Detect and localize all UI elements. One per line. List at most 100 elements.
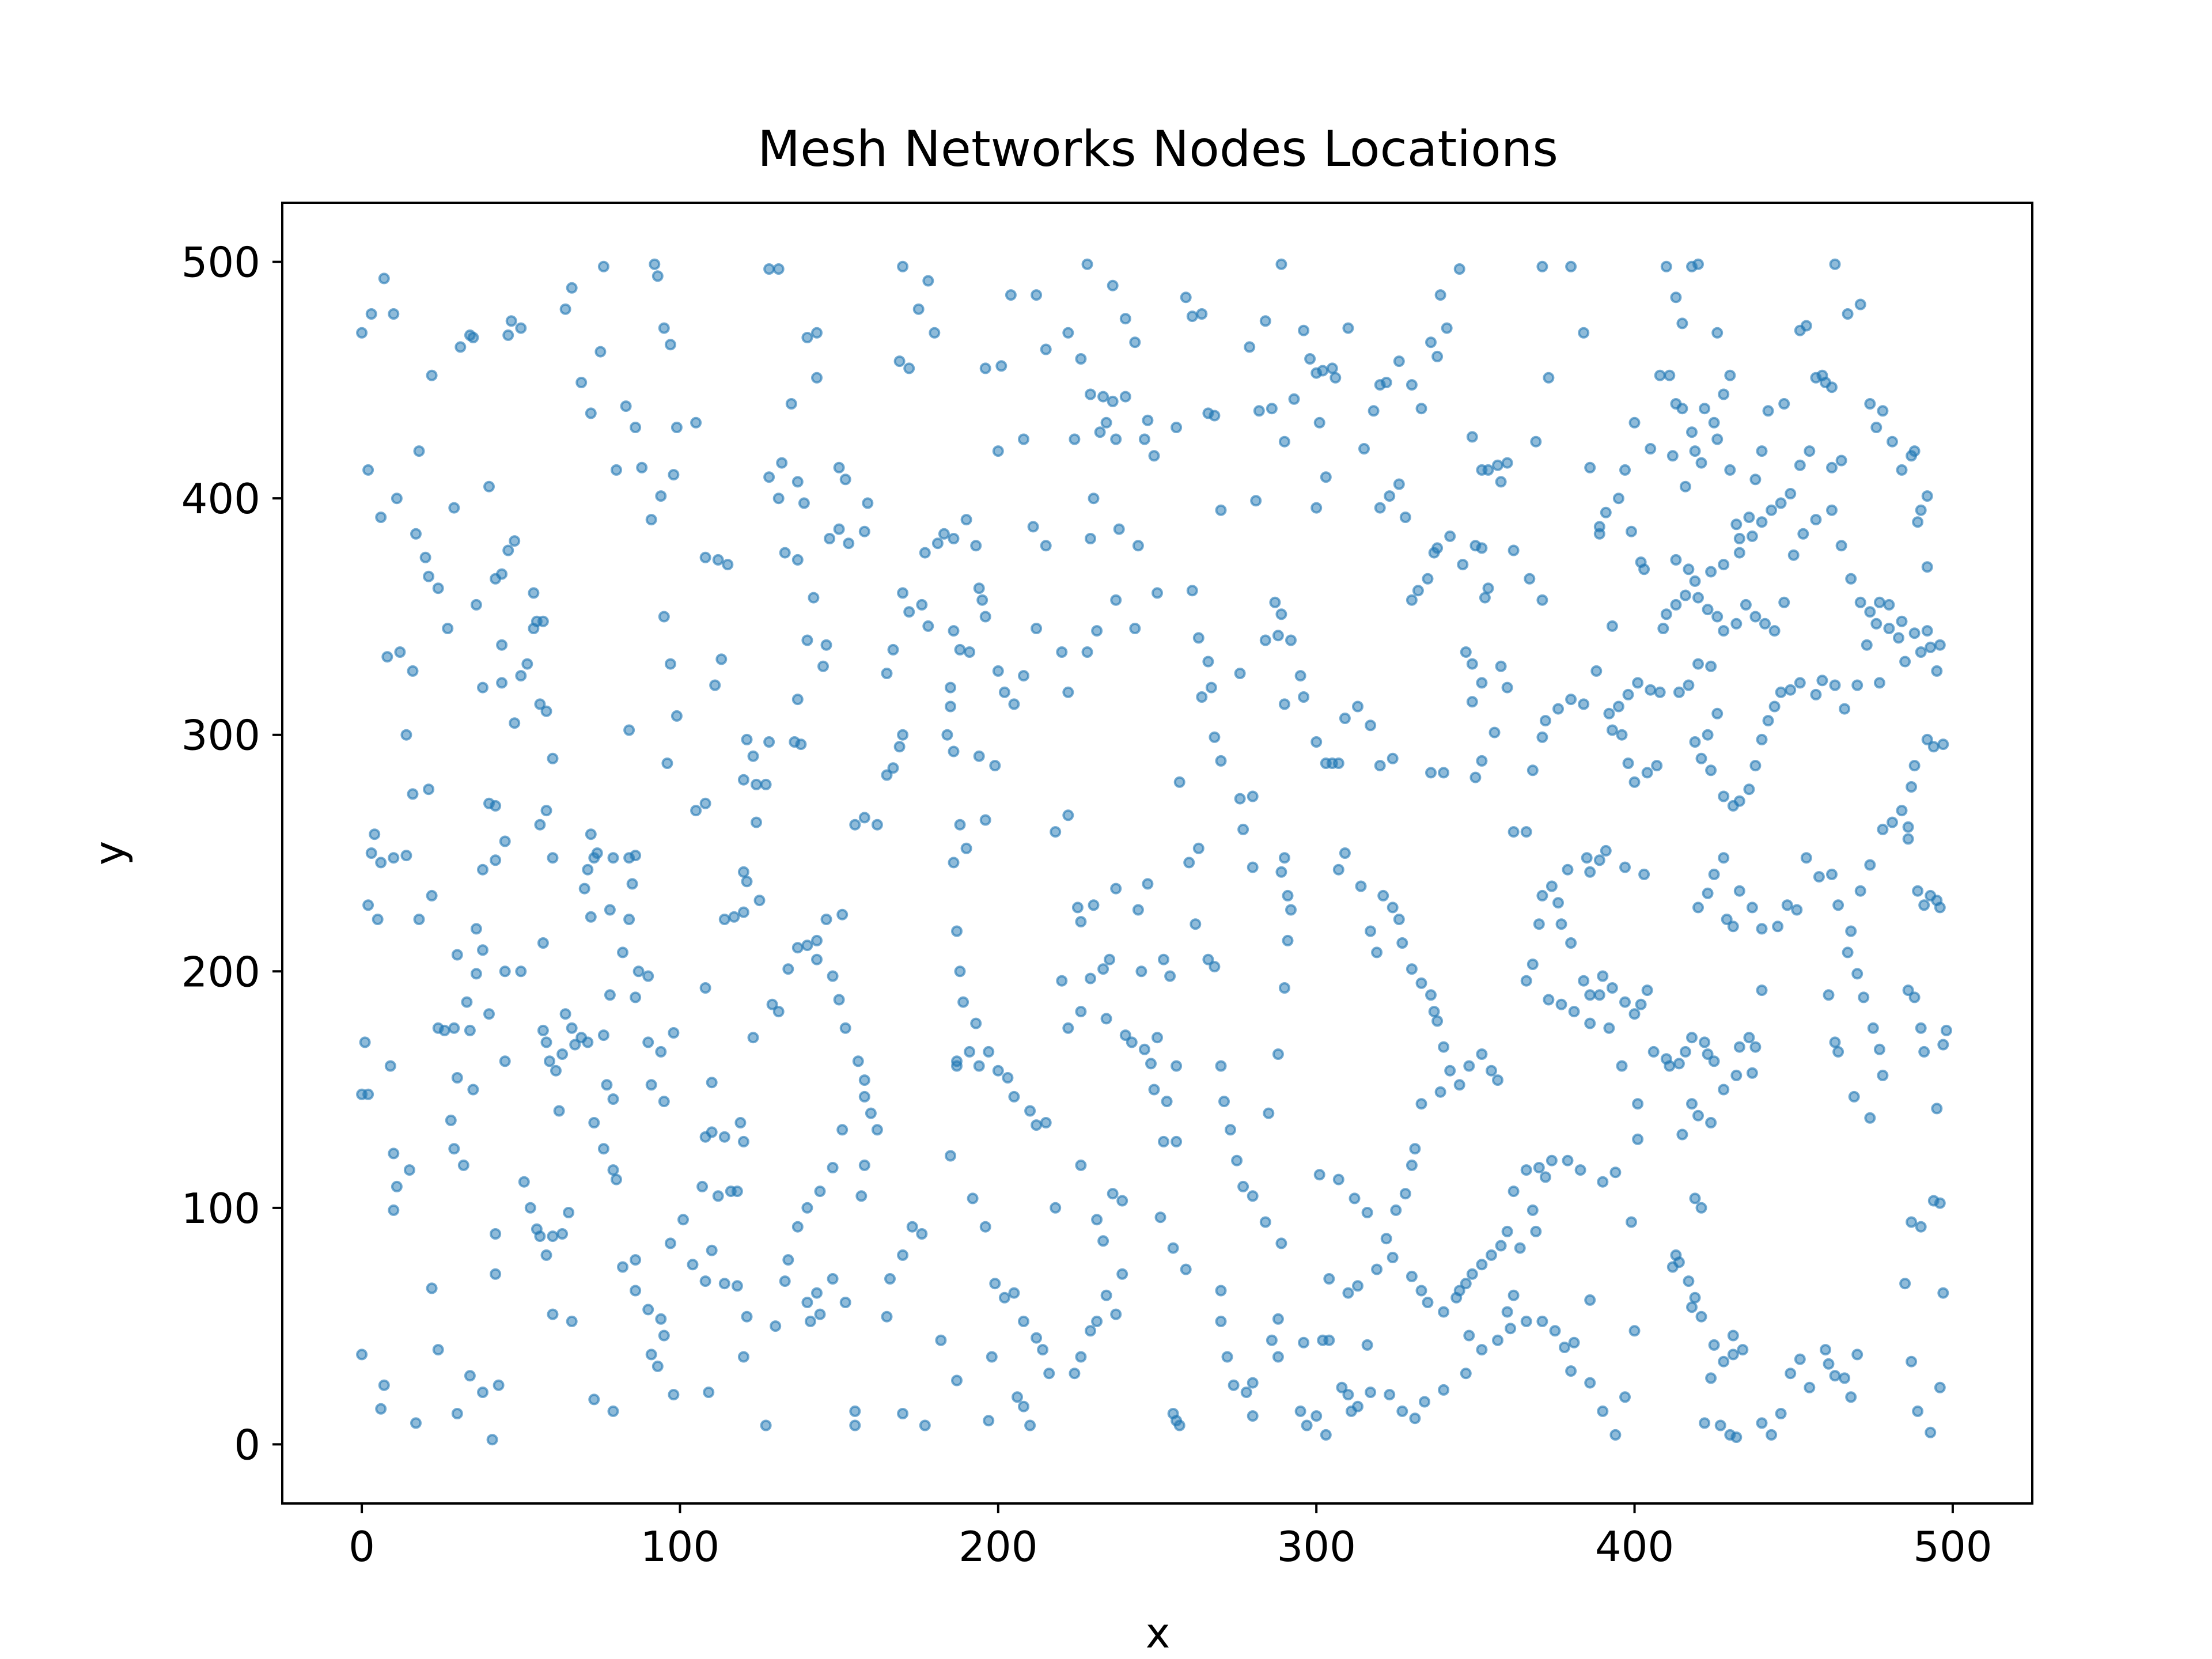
data-point: [1727, 921, 1739, 933]
data-point: [464, 1024, 476, 1036]
data-point: [1438, 1384, 1450, 1396]
data-point: [1597, 1176, 1609, 1188]
data-point: [1686, 1098, 1698, 1110]
data-point: [699, 1275, 711, 1287]
data-point: [378, 1379, 390, 1391]
data-point: [1104, 953, 1116, 965]
data-point: [1393, 355, 1405, 368]
data-point: [1387, 752, 1399, 764]
data-point: [995, 360, 1007, 372]
data-point: [1272, 1048, 1284, 1060]
data-point: [1940, 1024, 1952, 1036]
data-point: [1775, 686, 1787, 698]
data-point: [1858, 991, 1870, 1003]
data-point: [1756, 733, 1768, 745]
data-point: [1766, 1429, 1778, 1441]
data-point: [597, 1143, 609, 1155]
data-point: [1186, 310, 1198, 323]
data-point: [833, 461, 845, 474]
data-point: [1813, 871, 1825, 883]
data-point: [1409, 1143, 1421, 1155]
data-point: [696, 1180, 709, 1192]
data-point: [553, 1105, 565, 1117]
data-point: [1463, 1060, 1475, 1072]
data-point: [1816, 369, 1828, 381]
data-point: [1482, 582, 1494, 594]
data-point: [772, 1006, 785, 1018]
data-point: [1915, 1221, 1927, 1233]
x-axis: 0 100 200 300 400 500: [349, 1503, 1993, 1571]
data-point: [1304, 353, 1316, 365]
data-point: [1899, 1278, 1911, 1290]
x-axis-label: x: [1146, 1609, 1171, 1657]
data-point: [607, 1164, 619, 1176]
data-point: [1727, 800, 1739, 812]
data-point: [1628, 416, 1641, 429]
data-point: [1520, 1164, 1532, 1176]
data-point: [1275, 258, 1287, 270]
data-point: [1330, 372, 1342, 384]
data-point: [1320, 1429, 1332, 1441]
data-point: [1603, 1022, 1615, 1034]
data-point: [1272, 1313, 1284, 1325]
data-point: [1138, 1043, 1150, 1055]
data-point: [1275, 1237, 1287, 1249]
data-point: [989, 760, 1001, 772]
data-point: [1730, 1069, 1743, 1081]
data-point: [499, 835, 511, 847]
data-point: [1673, 686, 1685, 698]
data-point: [1056, 975, 1068, 987]
data-point: [1135, 965, 1147, 978]
data-point: [547, 1308, 559, 1320]
chart-title: Mesh Networks Nodes Locations: [757, 120, 1558, 178]
data-point: [451, 1408, 463, 1419]
data-point: [811, 934, 823, 946]
data-point: [1562, 863, 1574, 876]
data-point: [388, 852, 400, 864]
data-point: [1705, 566, 1717, 578]
data-point: [597, 1029, 609, 1041]
data-point: [992, 665, 1004, 677]
data-point: [1616, 1060, 1628, 1072]
data-point: [1129, 336, 1141, 349]
data-point: [1355, 880, 1367, 892]
data-point: [1616, 729, 1628, 741]
data-point: [645, 1079, 657, 1091]
data-point: [1361, 1339, 1373, 1351]
data-point: [945, 700, 956, 713]
data-point: [1711, 433, 1724, 445]
data-point: [1269, 596, 1281, 608]
data-point: [973, 582, 985, 594]
data-point: [540, 705, 552, 717]
data-point: [407, 788, 419, 800]
data-point: [1635, 998, 1647, 1010]
data-point: [983, 1046, 995, 1058]
data-point: [1062, 1022, 1074, 1034]
data-point: [1384, 1389, 1396, 1401]
data-point: [419, 551, 431, 563]
data-point: [1380, 1233, 1392, 1245]
data-point: [1313, 1169, 1325, 1181]
data-point: [960, 842, 972, 854]
data-point: [1749, 611, 1762, 623]
data-point: [566, 1022, 578, 1034]
data-point: [1686, 1032, 1698, 1044]
data-point: [1733, 533, 1745, 544]
data-point: [1797, 528, 1809, 540]
data-point: [916, 1228, 928, 1240]
data-point: [375, 1403, 387, 1415]
data-point: [642, 1036, 654, 1048]
data-point: [426, 1282, 438, 1294]
data-point: [964, 1046, 976, 1058]
data-point: [582, 863, 594, 876]
data-point: [1609, 1166, 1622, 1179]
data-point: [1766, 504, 1778, 516]
data-point: [483, 1008, 495, 1020]
data-point: [1705, 1372, 1717, 1384]
data-point: [1119, 1029, 1131, 1041]
data-point: [951, 1374, 963, 1387]
data-point: [1495, 476, 1507, 488]
data-point: [751, 816, 762, 828]
data-point: [1593, 528, 1605, 540]
data-point: [1695, 457, 1707, 469]
